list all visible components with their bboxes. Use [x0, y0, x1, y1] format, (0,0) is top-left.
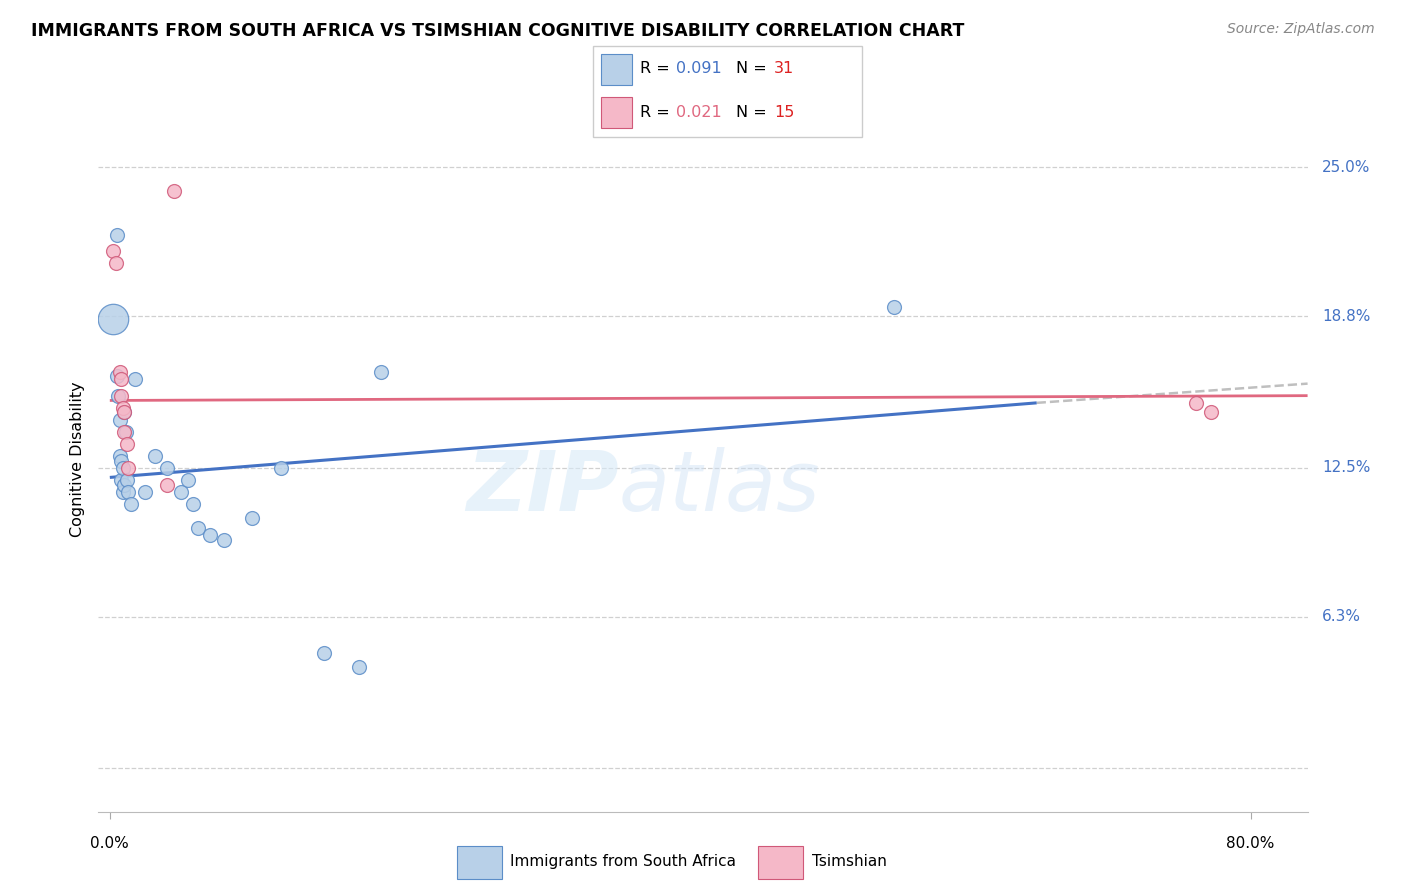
Text: 0.021: 0.021 — [675, 104, 721, 120]
Point — [145, 449, 167, 463]
Point — [156, 477, 179, 491]
Point — [105, 227, 128, 242]
FancyBboxPatch shape — [593, 45, 862, 137]
Text: N =: N = — [735, 104, 772, 120]
Point — [107, 389, 129, 403]
Point — [117, 484, 139, 499]
Point — [112, 425, 135, 439]
Point — [187, 521, 209, 535]
Bar — [758, 846, 803, 880]
Bar — [457, 846, 502, 880]
Point — [110, 473, 132, 487]
Point — [105, 369, 128, 384]
Text: Source: ZipAtlas.com: Source: ZipAtlas.com — [1227, 22, 1375, 37]
Bar — [602, 97, 631, 128]
Text: IMMIGRANTS FROM SOUTH AFRICA VS TSIMSHIAN COGNITIVE DISABILITY CORRELATION CHART: IMMIGRANTS FROM SOUTH AFRICA VS TSIMSHIA… — [31, 22, 965, 40]
Point — [270, 460, 292, 475]
Text: 0.091: 0.091 — [675, 62, 721, 77]
Point — [110, 389, 132, 403]
Point — [108, 365, 131, 379]
Text: 12.5%: 12.5% — [1322, 460, 1371, 475]
Y-axis label: Cognitive Disability: Cognitive Disability — [70, 382, 86, 537]
Text: atlas: atlas — [619, 447, 820, 528]
Point — [112, 405, 135, 419]
Point — [120, 497, 142, 511]
Text: N =: N = — [735, 62, 772, 77]
Point — [110, 453, 132, 467]
Bar — [602, 54, 631, 85]
Point — [349, 660, 371, 674]
Point — [312, 646, 335, 660]
Point — [115, 473, 138, 487]
Point — [1199, 405, 1222, 419]
Point — [124, 372, 146, 386]
Point — [115, 436, 138, 450]
Point — [112, 477, 135, 491]
Point — [112, 405, 135, 419]
Text: ZIP: ZIP — [465, 447, 619, 528]
Text: Tsimshian: Tsimshian — [811, 855, 886, 869]
Point — [156, 460, 179, 475]
Point — [108, 413, 131, 427]
Text: 15: 15 — [775, 104, 794, 120]
Point — [114, 425, 136, 439]
Point — [111, 401, 134, 415]
Point — [134, 484, 156, 499]
Point — [108, 449, 131, 463]
Point — [110, 372, 132, 386]
Text: Immigrants from South Africa: Immigrants from South Africa — [510, 855, 737, 869]
Point — [1185, 396, 1208, 410]
Text: 31: 31 — [775, 62, 794, 77]
Text: 0.0%: 0.0% — [90, 836, 129, 851]
Text: R =: R = — [640, 62, 675, 77]
Point — [101, 311, 124, 326]
Point — [170, 484, 193, 499]
Point — [101, 244, 124, 259]
Point — [181, 497, 204, 511]
Point — [242, 511, 264, 525]
Text: 80.0%: 80.0% — [1226, 836, 1275, 851]
Point — [117, 460, 139, 475]
Point — [370, 365, 392, 379]
Point — [883, 300, 905, 314]
Point — [111, 484, 134, 499]
Text: 25.0%: 25.0% — [1322, 160, 1371, 175]
Point — [198, 528, 221, 542]
Point — [111, 460, 134, 475]
Point — [104, 256, 127, 270]
Text: 18.8%: 18.8% — [1322, 309, 1371, 324]
Point — [212, 533, 235, 547]
Point — [177, 473, 200, 487]
Text: R =: R = — [640, 104, 675, 120]
Text: 6.3%: 6.3% — [1322, 609, 1361, 624]
Point — [163, 184, 186, 198]
